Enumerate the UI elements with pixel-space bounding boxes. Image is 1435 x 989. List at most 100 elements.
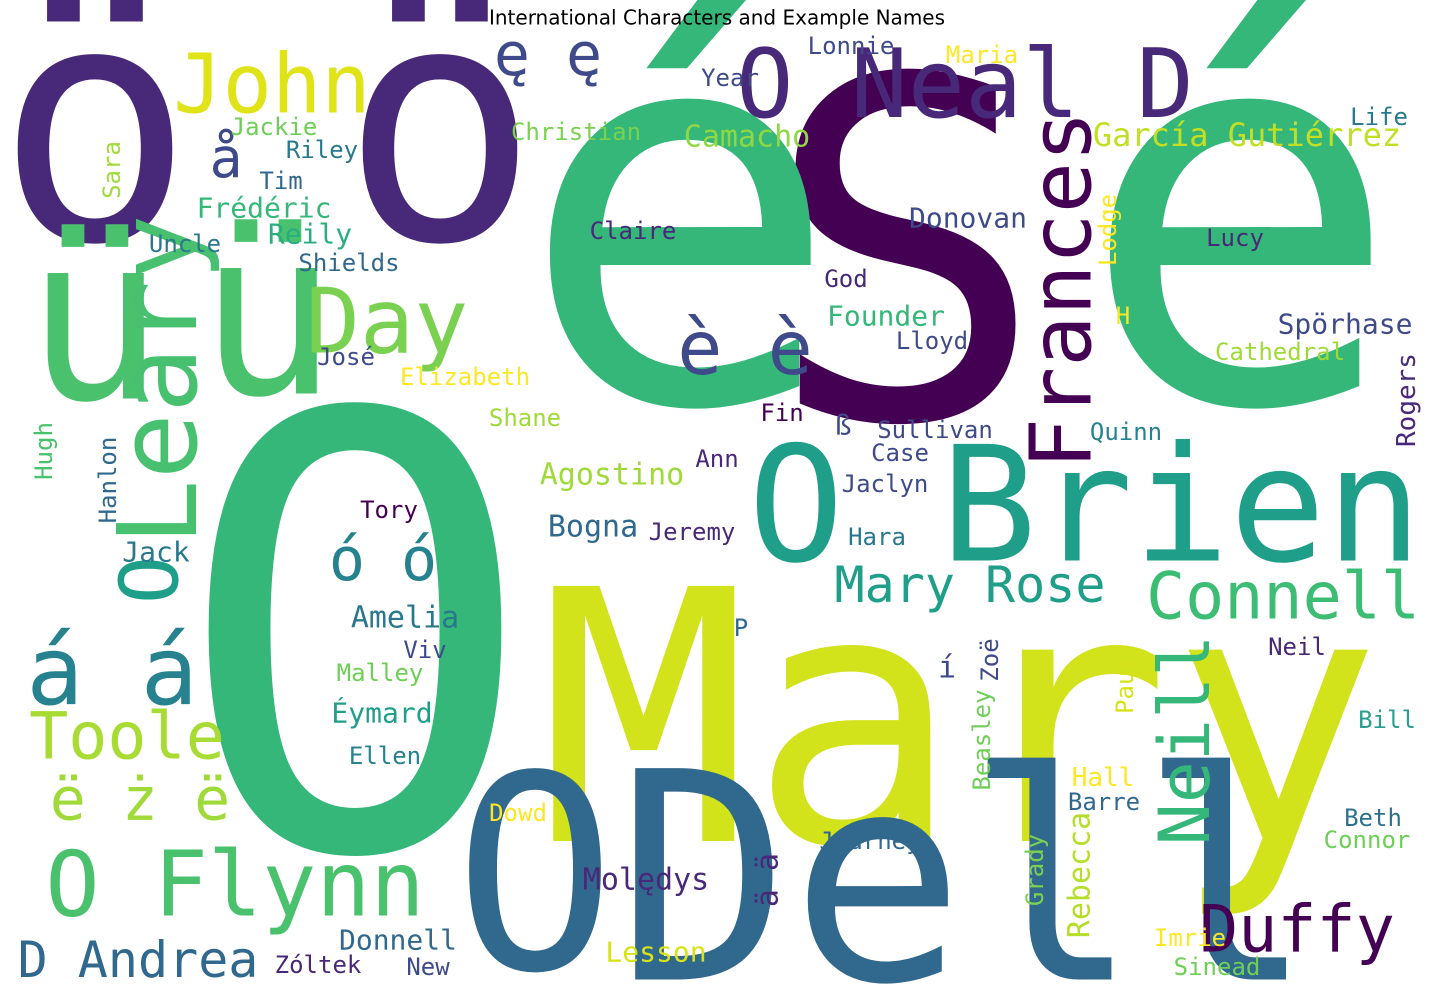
word: Sullivan: [877, 416, 993, 444]
word: Jaclyn: [842, 470, 929, 498]
word: ę ę: [494, 20, 602, 90]
word: Frédéric: [197, 192, 332, 225]
word: Barre: [1068, 788, 1140, 816]
word: Hall: [1072, 763, 1135, 793]
word: Maria: [946, 41, 1018, 69]
word: O Flynn: [45, 833, 424, 938]
word: Lonnie: [808, 32, 895, 60]
word: Connell: [1146, 560, 1420, 635]
word: Claire: [590, 217, 677, 245]
word: Zoë: [976, 638, 1004, 681]
word: Case: [871, 439, 929, 467]
word: Mary: [539, 516, 1382, 924]
word: Sinead: [1174, 953, 1261, 981]
word: Quinn: [1090, 418, 1162, 446]
word: å: [209, 126, 242, 190]
word: ü: [199, 182, 337, 449]
word: Christian: [511, 118, 641, 146]
word: Camacho: [684, 120, 810, 155]
word: Rogers: [1392, 353, 1422, 447]
word: P: [734, 614, 748, 642]
word: O: [174, 291, 535, 989]
word: Founder: [827, 300, 945, 333]
word: Reily: [268, 218, 352, 251]
chart-title: International Characters and Example Nam…: [489, 6, 945, 30]
word: Year: [701, 64, 759, 92]
word: Uncle: [149, 230, 221, 258]
word: José: [317, 343, 375, 371]
word: García Gutiérrez: [1093, 116, 1401, 154]
word: Rebecca: [1063, 812, 1098, 938]
word: è è: [677, 304, 812, 392]
word: Donovan: [909, 202, 1027, 235]
word: Beth: [1344, 804, 1402, 832]
word: Shane: [489, 404, 561, 432]
word: Malley: [337, 659, 424, 687]
word: Paul: [1111, 656, 1139, 714]
word: Cathedral: [1215, 338, 1345, 366]
word: é: [1077, 0, 1402, 529]
word: ä ä: [751, 853, 786, 907]
word: Shields: [298, 249, 399, 277]
word: Dowd: [489, 799, 547, 827]
word: D Andrea: [18, 931, 259, 989]
word: Day: [306, 270, 469, 375]
word: Grady: [1021, 834, 1049, 906]
word: Sara: [98, 141, 126, 199]
word: Jack: [122, 536, 190, 569]
word: Lloyd: [896, 327, 968, 355]
word: Beasley: [968, 689, 996, 790]
word: Éymard: [331, 696, 432, 730]
word: New: [406, 953, 450, 981]
word: Molędys: [583, 863, 709, 898]
word: Lucy: [1206, 224, 1264, 252]
word: ë ż ë: [50, 765, 231, 835]
word: God: [824, 265, 867, 293]
word: O Brien: [748, 412, 1422, 599]
word: é: [517, 0, 842, 529]
word: Riley: [286, 136, 358, 164]
word: Viv: [403, 636, 446, 664]
word: John: [173, 38, 370, 133]
word: Fin: [760, 399, 803, 427]
word: Zóltek: [275, 951, 362, 979]
word: Leary: [94, 214, 222, 545]
word: Imrie: [1154, 924, 1226, 952]
word: H: [1116, 302, 1130, 330]
word: S: [764, 0, 1047, 529]
word: Duffy: [1199, 893, 1395, 968]
word: Bill: [1358, 706, 1416, 734]
word: Hara: [848, 523, 906, 551]
word: ß: [835, 409, 852, 442]
word: Donnell: [339, 924, 457, 957]
word: á á: [26, 617, 198, 727]
word: í: [938, 651, 956, 686]
word: Jeremy: [649, 518, 736, 546]
word: Lesson: [605, 936, 706, 969]
word: Amelia: [351, 601, 459, 636]
word: Bogna: [548, 510, 638, 545]
word: Spörhase: [1278, 308, 1413, 341]
word: Tory: [360, 496, 418, 524]
word: Toole: [29, 700, 225, 775]
word: Dell: [616, 712, 1314, 989]
word: O: [454, 718, 617, 989]
word: ó ó: [329, 525, 437, 595]
word: O Neal D: [736, 30, 1194, 140]
word: O: [104, 556, 197, 604]
word: Hugh: [30, 422, 58, 480]
word: ö: [341, 0, 540, 317]
word: Frances: [1013, 111, 1112, 469]
word: Agostino: [540, 458, 685, 493]
word: Journey: [819, 827, 920, 855]
word: Neill: [1144, 635, 1226, 846]
word: Ellen: [349, 742, 421, 770]
word: Jackie: [231, 113, 318, 141]
word: Connor: [1324, 826, 1411, 854]
word: Ann: [695, 445, 738, 473]
word: Life: [1350, 103, 1408, 131]
word: Hanlon: [94, 437, 122, 524]
